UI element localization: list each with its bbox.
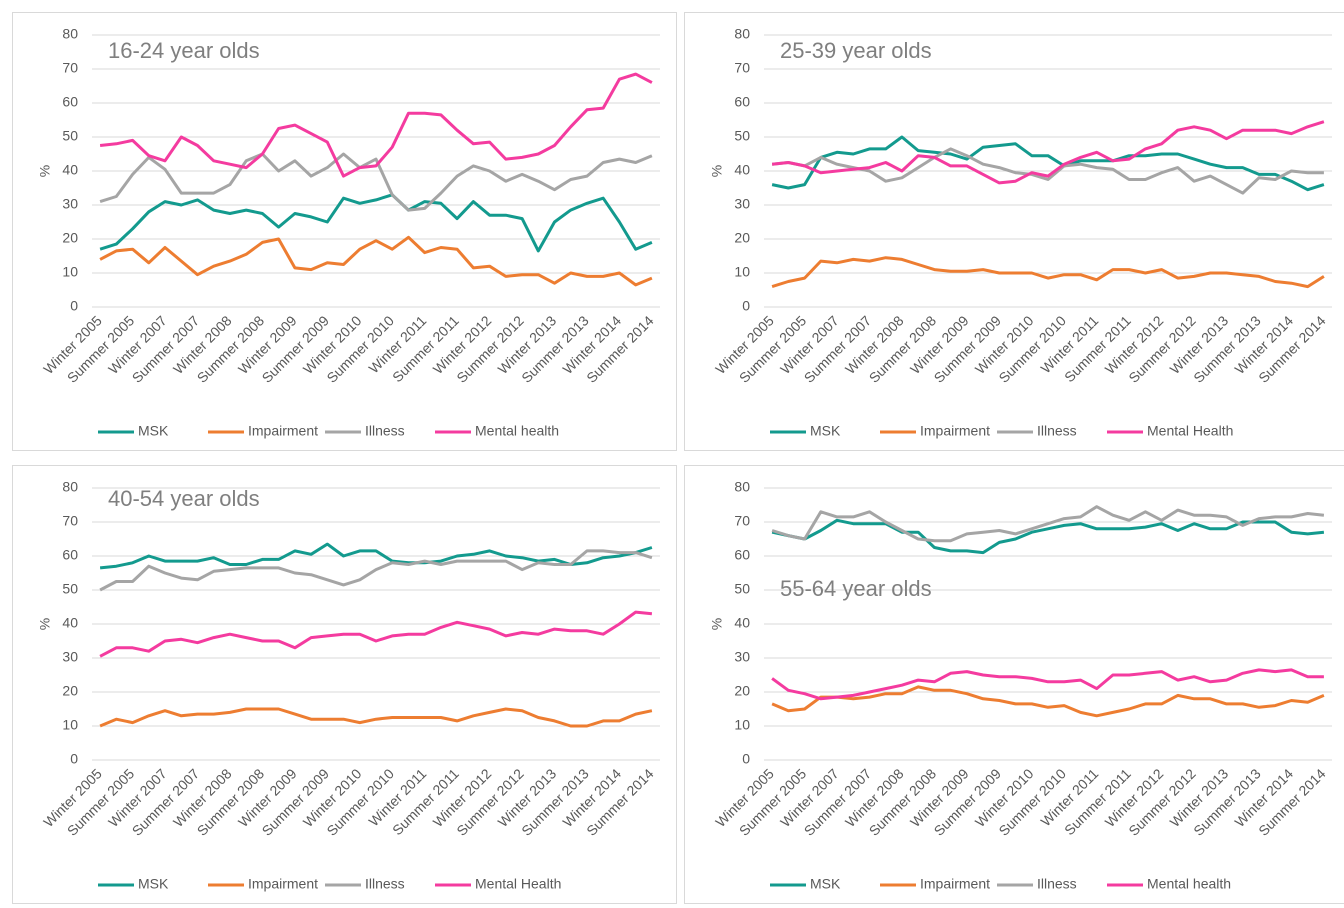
y-tick-label: 0 xyxy=(70,298,78,314)
y-tick-label: 0 xyxy=(70,751,78,767)
y-tick-label: 80 xyxy=(62,26,78,42)
y-tick-label: 50 xyxy=(734,581,750,597)
series-line xyxy=(771,505,1325,543)
y-tick-label: 0 xyxy=(742,751,750,767)
legend-label: Impairment xyxy=(920,876,990,892)
legend-label: Illness xyxy=(365,423,405,439)
y-tick-label: 40 xyxy=(734,162,750,178)
chart-title: 25-39 year olds xyxy=(780,38,932,63)
chart-title: 40-54 year olds xyxy=(108,486,260,511)
y-tick-label: 50 xyxy=(62,128,78,144)
y-tick-label: 30 xyxy=(734,196,750,212)
y-tick-label: 70 xyxy=(734,60,750,76)
y-tick-label: 80 xyxy=(62,479,78,495)
series-line xyxy=(99,72,653,178)
series-line xyxy=(771,147,1324,195)
y-tick-label: 60 xyxy=(62,94,78,110)
y-tick-label: 10 xyxy=(734,717,750,733)
panel xyxy=(684,12,1344,451)
y-tick-label: 20 xyxy=(734,230,750,246)
series-line xyxy=(99,707,653,728)
y-tick-label: 20 xyxy=(734,683,750,699)
legend-label: Illness xyxy=(1037,423,1077,439)
y-tick-label: 10 xyxy=(734,264,750,280)
series-line xyxy=(99,152,653,212)
y-axis-label: % xyxy=(37,618,53,630)
y-axis-label: % xyxy=(709,165,725,177)
legend-label: Mental Health xyxy=(475,876,561,892)
y-tick-label: 70 xyxy=(62,513,78,529)
y-tick-label: 60 xyxy=(62,547,78,563)
panel xyxy=(684,465,1344,904)
legend-label: Mental health xyxy=(475,423,559,439)
series-line xyxy=(771,668,1324,701)
series-line xyxy=(99,235,653,287)
legend-label: MSK xyxy=(810,876,841,892)
legend-label: Mental Health xyxy=(1147,423,1233,439)
legend-label: Illness xyxy=(1037,876,1077,892)
y-tick-label: 40 xyxy=(62,162,78,178)
y-tick-label: 80 xyxy=(734,479,750,495)
y-tick-label: 50 xyxy=(734,128,750,144)
y-tick-label: 30 xyxy=(734,649,750,665)
y-tick-label: 70 xyxy=(62,60,78,76)
y-tick-label: 80 xyxy=(734,26,750,42)
legend-label: Impairment xyxy=(248,876,318,892)
series-line xyxy=(99,610,653,658)
y-tick-label: 10 xyxy=(62,717,78,733)
y-tick-label: 0 xyxy=(742,298,750,314)
legend-label: Impairment xyxy=(920,423,990,439)
chart-title: 55-64 year olds xyxy=(780,576,932,601)
y-tick-label: 20 xyxy=(62,683,78,699)
series-line xyxy=(771,256,1325,289)
y-tick-label: 50 xyxy=(62,581,78,597)
series-line xyxy=(771,518,1325,555)
chart-title: 16-24 year olds xyxy=(108,38,260,63)
series-line xyxy=(99,193,653,253)
y-tick-label: 40 xyxy=(734,615,750,631)
y-tick-label: 30 xyxy=(62,649,78,665)
series-line xyxy=(771,685,1325,718)
panel xyxy=(12,465,677,904)
y-tick-label: 70 xyxy=(734,513,750,529)
panel xyxy=(12,12,677,451)
y-tick-label: 20 xyxy=(62,230,78,246)
legend-label: MSK xyxy=(810,423,841,439)
y-tick-label: 60 xyxy=(734,94,750,110)
legend-label: MSK xyxy=(138,423,169,439)
legend-label: Illness xyxy=(365,876,405,892)
legend-label: Mental health xyxy=(1147,876,1231,892)
series-line xyxy=(99,542,653,570)
series-line xyxy=(771,120,1325,185)
legend-label: Impairment xyxy=(248,423,318,439)
y-tick-label: 60 xyxy=(734,547,750,563)
series-line xyxy=(771,135,1325,192)
y-tick-label: 30 xyxy=(62,196,78,212)
series-line xyxy=(99,549,653,592)
y-tick-label: 10 xyxy=(62,264,78,280)
y-axis-label: % xyxy=(37,165,53,177)
y-tick-label: 40 xyxy=(62,615,78,631)
legend-label: MSK xyxy=(138,876,169,892)
y-axis-label: % xyxy=(709,618,725,630)
